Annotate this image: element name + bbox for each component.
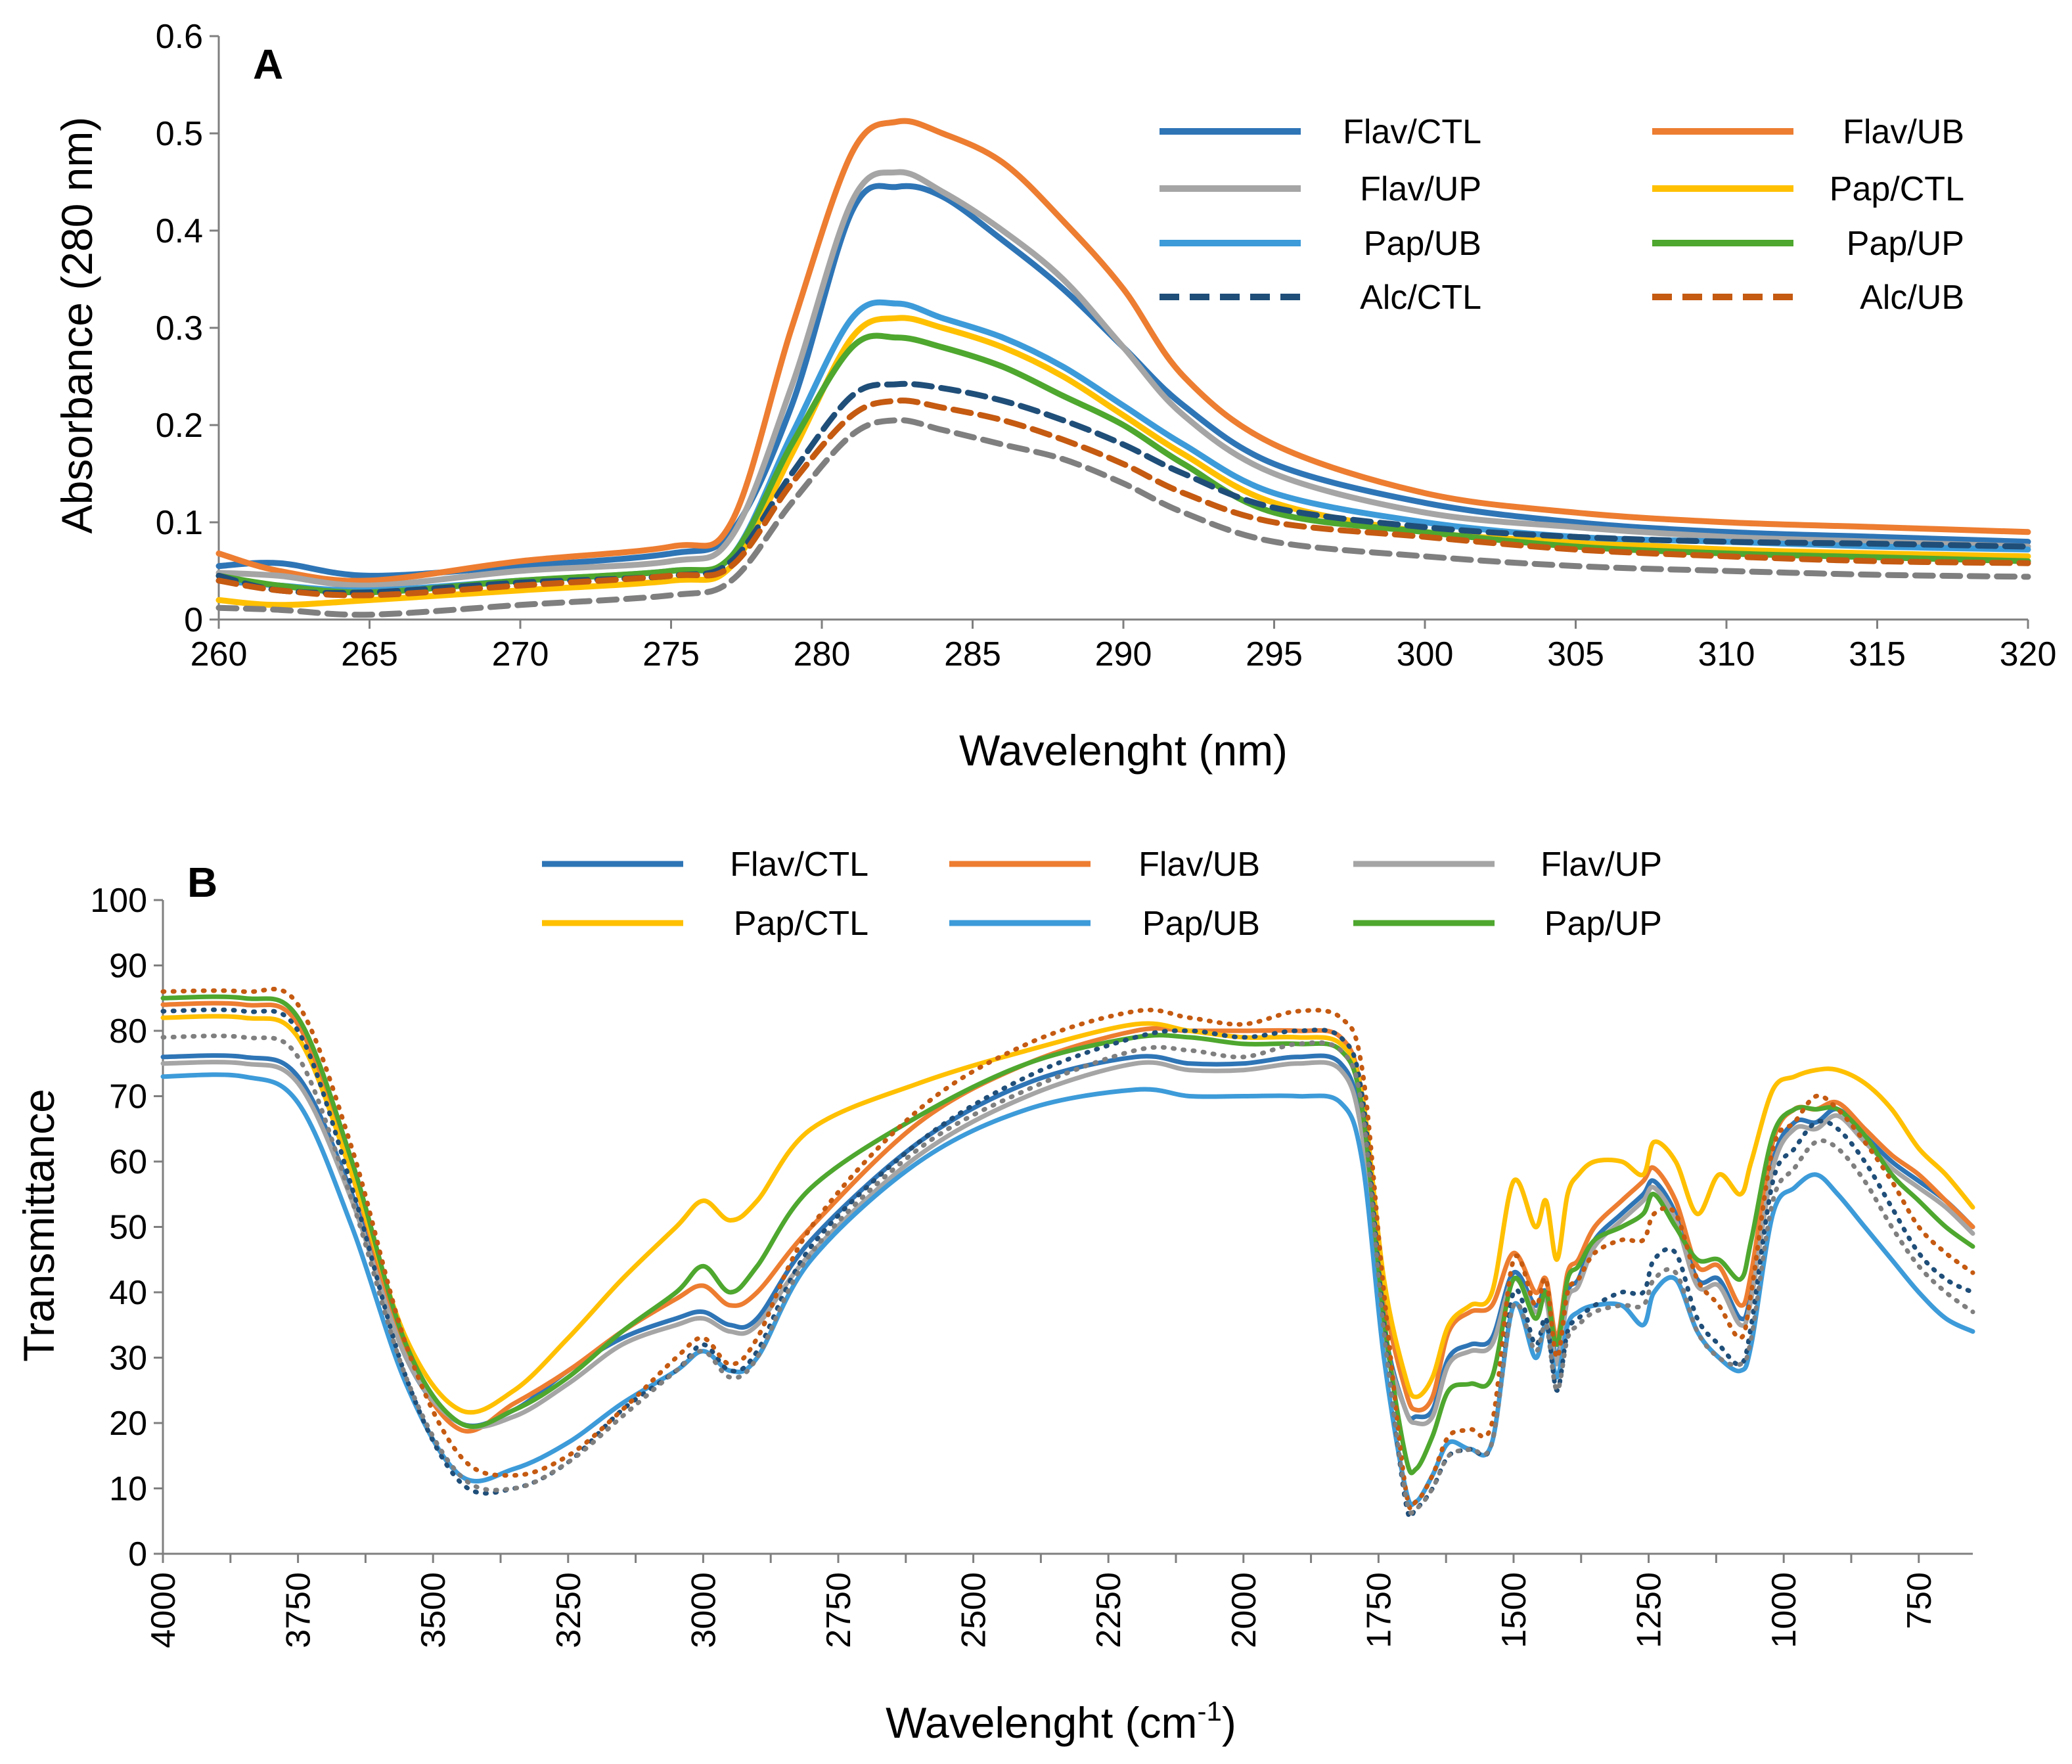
a-y-tick-label: 0	[184, 601, 203, 639]
b-y-tick-label: 30	[109, 1340, 147, 1378]
b-x-tick-label: 1500	[1495, 1572, 1533, 1648]
b-y-tick-label: 60	[109, 1143, 147, 1181]
a-series-alc-ctl	[215, 380, 2031, 597]
a-x-tick-label: 305	[1547, 635, 1604, 673]
b-y-tick-label: 50	[109, 1209, 147, 1247]
a-x-tick-label: 285	[944, 635, 1001, 673]
b-series-flav-up	[160, 1060, 1975, 1430]
b-y-tick-label: 70	[109, 1078, 147, 1116]
a-y-tick-label: 0.6	[156, 18, 203, 56]
a-legend-label: Flav/UB	[1843, 113, 1964, 151]
b-series-flav-ctl	[160, 1053, 1975, 1428]
b-x-tick-label: 1750	[1360, 1572, 1398, 1648]
chart-a-legend: Flav/CTL Flav/UB Flav/UP Pap/CTL Pap/UB Pap/U…	[1160, 113, 1964, 317]
b-y-tick-label: 100	[90, 882, 147, 920]
b-series-alc-ub	[160, 987, 1975, 1512]
a-x-tick-label: 310	[1698, 635, 1755, 673]
chart-b-x-axis-label: Wavelenght (cm-1)	[886, 1696, 1236, 1747]
a-x-tick-label: 280	[794, 635, 851, 673]
a-series-pap-ctl	[215, 315, 2031, 608]
chart-a-y-axis-label: Absorbance (280 nm)	[53, 117, 101, 534]
b-x-tick-label: 2000	[1225, 1572, 1263, 1648]
b-y-tick-label: 20	[109, 1405, 147, 1443]
b-x-tick-label: 4000	[145, 1572, 183, 1648]
a-y-tick-label: 0.1	[156, 504, 203, 542]
a-x-tick-label: 275	[642, 635, 700, 673]
b-y-tick-label: 0	[128, 1535, 147, 1573]
a-series-flav-ub	[215, 118, 2031, 584]
a-series-alc-ub	[215, 397, 2031, 599]
a-y-tick-label: 0.2	[156, 407, 203, 445]
b-series-pap-up	[160, 994, 1975, 1476]
b-series-alc-ctl	[160, 1007, 1975, 1520]
b-x-tick-label: 3500	[415, 1572, 453, 1648]
b-x-tick-label: 3250	[550, 1572, 588, 1648]
chart-a-x-axis-label: Wavelenght (nm)	[959, 726, 1288, 775]
b-legend-label: Pap/UB	[1142, 905, 1260, 943]
a-x-tick-label: 260	[191, 635, 248, 673]
a-x-tick-label: 300	[1397, 635, 1454, 673]
b-series-alc-up	[160, 1033, 1975, 1516]
b-legend-label: Flav/CTL	[730, 846, 868, 884]
b-series-pap-ctl	[160, 1014, 1975, 1415]
b-x-tick-label: 1250	[1631, 1572, 1669, 1648]
a-y-tick-label: 0.4	[156, 212, 203, 250]
a-legend-label: Pap/UP	[1847, 225, 1964, 263]
b-y-tick-label: 10	[109, 1470, 147, 1508]
b-x-tick-label: 3750	[280, 1572, 318, 1648]
a-legend-label: Alc/UB	[1860, 279, 1964, 317]
b-legend-label: Flav/UP	[1541, 846, 1662, 884]
chart-a: 260 265 270 275 280 285 290 295 300 305 310 315 320 …	[53, 18, 2056, 775]
b-x-tick-label: 3000	[685, 1572, 723, 1648]
b-y-tick-label: 40	[109, 1274, 147, 1312]
a-x-tick-label: 290	[1095, 635, 1152, 673]
a-legend-label: Alc/CTL	[1360, 279, 1481, 317]
chart-b: 4000 3750 3500 3250 3000 2750 2500 2250 2000 1750…	[14, 846, 1975, 1747]
chart-b-panel-label: B	[187, 859, 217, 906]
a-series-flav-ctl	[215, 183, 2031, 579]
a-x-tick-label: 320	[2000, 635, 2057, 673]
b-series-flav-ub	[160, 1001, 1975, 1434]
b-x-tick-label: 2250	[1090, 1572, 1128, 1648]
a-legend-label: Pap/CTL	[1830, 170, 1964, 208]
b-legend-label: Flav/UB	[1138, 846, 1260, 884]
a-x-tick-label: 270	[492, 635, 549, 673]
b-x-tick-label: 2750	[820, 1572, 858, 1648]
chart-a-panel-label: A	[253, 41, 283, 88]
a-x-tick-label: 295	[1246, 635, 1303, 673]
chart-b-x-axis-label-sup: -1	[1198, 1696, 1222, 1727]
b-legend-label: Pap/UP	[1544, 905, 1662, 943]
a-series-alc-up	[215, 417, 2031, 618]
a-y-tick-label: 0.5	[156, 115, 203, 153]
a-legend-label: Flav/CTL	[1343, 113, 1481, 151]
b-y-tick-label: 90	[109, 947, 147, 985]
a-series-flav-up	[215, 169, 2031, 589]
b-x-tick-label: 750	[1901, 1572, 1939, 1629]
a-legend-label: Flav/UP	[1360, 170, 1481, 208]
chart-b-x-axis-label-main: Wavelenght (cm	[886, 1698, 1197, 1747]
b-x-tick-label: 1000	[1765, 1572, 1803, 1648]
b-legend-label: Pap/CTL	[734, 905, 868, 943]
b-x-tick-label: 2500	[955, 1572, 993, 1648]
chart-b-x-axis-label-close: )	[1222, 1698, 1236, 1747]
a-legend-label: Pap/UB	[1364, 225, 1481, 263]
chart-b-y-axis-label: Transmittance	[14, 1089, 63, 1362]
a-y-tick-label: 0.3	[156, 309, 203, 348]
b-y-tick-label: 80	[109, 1012, 147, 1051]
a-x-tick-label: 265	[341, 635, 398, 673]
a-x-tick-label: 315	[1849, 635, 1906, 673]
chart-b-legend: Flav/CTL Flav/UB Flav/UP Pap/CTL Pap/UB Pap/U…	[542, 846, 1662, 943]
